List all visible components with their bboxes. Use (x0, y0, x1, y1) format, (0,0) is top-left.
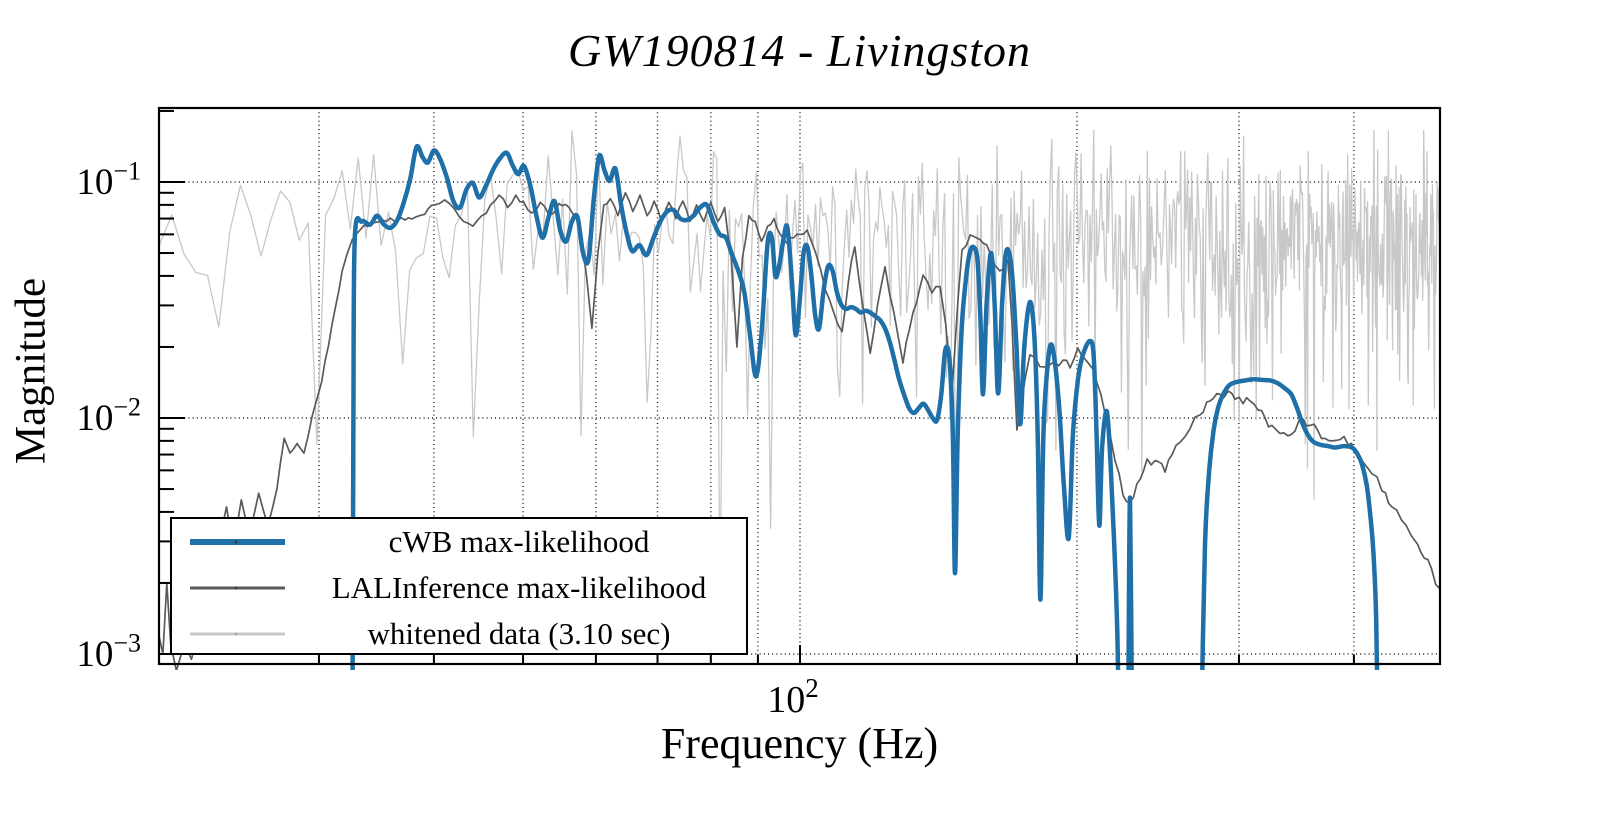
series-whitened-data (158, 129, 1441, 615)
legend-item-lalinference: LALInference max-likelihood (172, 565, 746, 611)
legend-label: LALInference max-likelihood (331, 570, 707, 605)
x-tick-label-1e2: 102 (767, 673, 819, 721)
legend-item-whitened-data: whitened data (3.10 sec) (172, 611, 746, 657)
y-tick-label-1e-1: 10−1 (76, 157, 141, 203)
legend-line-sample-whitened (190, 632, 285, 636)
legend-label: cWB max-likelihood (388, 524, 650, 559)
legend-marker-dot (234, 586, 238, 590)
y-tick-label-1e-3: 10−3 (76, 629, 141, 675)
legend-label: whitened data (3.10 sec) (367, 616, 671, 651)
legend: cWB max-likelihood LALInference max-like… (170, 517, 748, 655)
series-cwb (350, 143, 1380, 670)
legend-item-cwb: cWB max-likelihood (172, 519, 746, 565)
axis-tick-labels: 10−1 10−2 10−3 102 (76, 157, 818, 721)
legend-marker-dot (234, 540, 238, 544)
legend-line-sample-cwb (190, 539, 285, 545)
y-axis-title: Magnitude (7, 277, 55, 465)
plot-title: GW190814 - Livingston (567, 25, 1032, 76)
axis-ticks (159, 109, 1355, 664)
legend-marker-dot (234, 632, 238, 636)
legend-line-sample-lalinference (190, 586, 285, 590)
x-axis-title: Frequency (Hz) (660, 719, 939, 768)
y-tick-label-1e-2: 10−2 (76, 393, 141, 439)
